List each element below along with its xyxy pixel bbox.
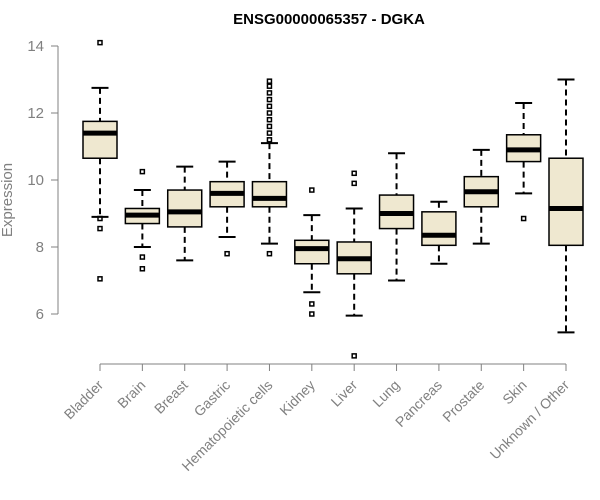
- box-group: [336, 170, 372, 359]
- outlier-point: [266, 137, 273, 143]
- box: [421, 211, 457, 247]
- y-tick-label: 12: [27, 105, 44, 122]
- outlier-point: [351, 353, 357, 359]
- box-group: [421, 200, 457, 265]
- box: [548, 157, 584, 247]
- outlier-point: [266, 90, 273, 96]
- y-tick-label: 6: [36, 306, 44, 323]
- y-tick-label: 10: [27, 172, 44, 189]
- outlier-point: [266, 123, 273, 130]
- outlier-point: [351, 180, 357, 187]
- outlier-point: [309, 187, 315, 193]
- outlier-point: [266, 103, 273, 110]
- box: [166, 189, 203, 228]
- box-group: [548, 78, 584, 334]
- outlier-point: [309, 301, 315, 307]
- y-tick-label: 8: [36, 239, 44, 256]
- outlier-point: [520, 215, 527, 222]
- x-tick-label: Prostate: [439, 377, 487, 425]
- x-tick-label: Brain: [114, 377, 148, 411]
- outlier-point: [266, 83, 273, 89]
- box-group: [166, 165, 203, 262]
- y-tick-label: 14: [27, 38, 44, 55]
- box-group: [294, 187, 330, 317]
- box-group: [124, 168, 161, 272]
- box: [251, 180, 288, 208]
- outlier-point: [139, 168, 146, 175]
- outlier-point: [97, 276, 103, 282]
- x-tick-label: Lung: [369, 377, 402, 410]
- outlier-point: [97, 39, 103, 46]
- box-group: [378, 152, 415, 282]
- x-tick-label: Liver: [328, 377, 361, 410]
- box: [82, 120, 118, 159]
- x-tick-label: Unknown / Other: [487, 377, 573, 463]
- box-group: [505, 101, 542, 222]
- box-group: [251, 78, 288, 257]
- outlier-point: [266, 116, 273, 123]
- x-tick-label: Pancreas: [392, 377, 445, 430]
- outlier-point: [97, 215, 103, 222]
- box-group: [209, 160, 245, 257]
- x-tick-label: Skin: [499, 377, 530, 408]
- outlier-point: [309, 311, 315, 317]
- box-group: [463, 148, 500, 245]
- outlier-point: [139, 266, 146, 272]
- outlier-point: [266, 96, 273, 103]
- outlier-point: [266, 130, 273, 136]
- x-tick-label: Bladder: [61, 377, 107, 423]
- box-group: [82, 39, 118, 282]
- y-axis-label: Expression: [0, 163, 16, 237]
- outlier-point: [266, 110, 273, 116]
- outlier-point: [139, 254, 146, 260]
- outlier-point: [224, 250, 230, 257]
- outlier-point: [266, 250, 273, 257]
- x-tick-label: Kidney: [276, 377, 318, 419]
- box: [294, 239, 330, 265]
- outlier-point: [351, 170, 357, 177]
- outlier-point: [97, 225, 103, 232]
- outlier-point: [266, 78, 273, 84]
- y-axis: 6 8 10 12 14: [27, 38, 59, 323]
- box-series: [82, 39, 584, 359]
- chart-title: ENSG00000065357 - DGKA: [233, 11, 425, 28]
- x-tick-label: Breast: [151, 377, 191, 417]
